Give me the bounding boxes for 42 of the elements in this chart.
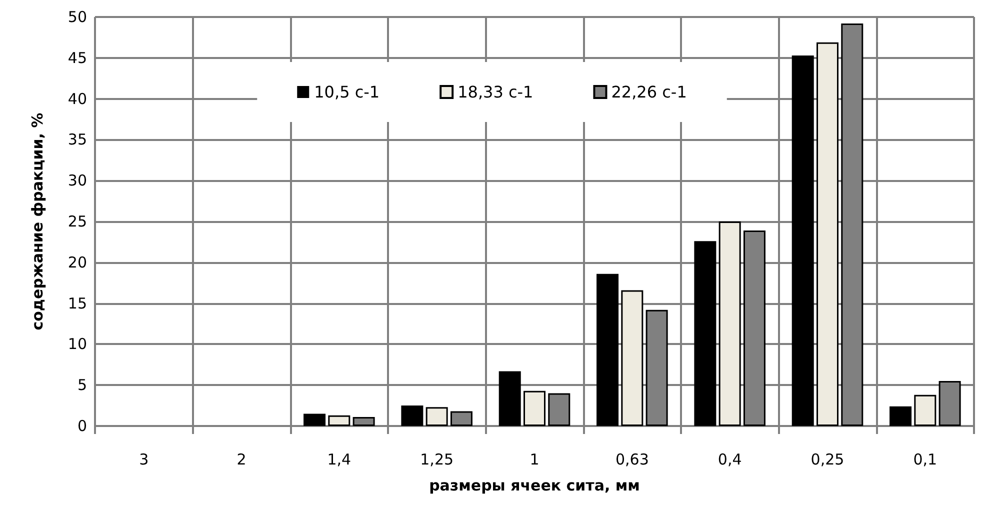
- bar: [694, 241, 716, 426]
- bar: [352, 417, 375, 426]
- legend-label: 10,5 с-1: [314, 82, 380, 102]
- x-tick-label: 0,63: [615, 450, 649, 468]
- bar: [816, 42, 838, 426]
- x-tick-label: 3: [139, 450, 149, 468]
- x-tick-label: 1,25: [420, 450, 454, 468]
- y-tick-label: 25: [68, 212, 87, 230]
- bar: [401, 406, 424, 426]
- bar: [890, 406, 912, 426]
- bar: [596, 274, 619, 426]
- y-tick-label: 5: [77, 376, 87, 394]
- y-tick-label: 30: [68, 172, 87, 190]
- bar: [450, 411, 472, 426]
- x-axis-title: размеры ячеек сита, мм: [429, 476, 640, 494]
- x-tick-label: 0,25: [810, 450, 844, 468]
- y-axis-title: содержание фракции, %: [28, 112, 46, 330]
- bar: [621, 290, 644, 426]
- bar: [328, 415, 350, 426]
- legend-label: 22,26 с-1: [611, 82, 687, 102]
- y-tick-label: 0: [77, 417, 87, 435]
- x-tick-label: 1: [530, 450, 540, 468]
- y-tick-label: 10: [68, 335, 87, 354]
- y-tick-label: 35: [68, 130, 87, 149]
- bar: [498, 371, 521, 426]
- bar: [304, 414, 326, 426]
- y-tick-label: 45: [68, 48, 87, 67]
- y-tick-label: 50: [68, 8, 87, 26]
- bar: [426, 407, 448, 426]
- x-tick-label: 0,1: [913, 450, 938, 468]
- bar: [792, 55, 814, 426]
- bar: [718, 222, 741, 426]
- y-tick-label: 20: [68, 253, 87, 272]
- bar: [914, 394, 936, 426]
- x-tick-label: 0,4: [718, 450, 742, 468]
- x-tick-label: 1,4: [327, 450, 352, 468]
- y-tick-label: 15: [68, 294, 87, 312]
- bar: [548, 393, 570, 426]
- legend-label: 18,33 с-1: [458, 82, 534, 102]
- x-tick-label: 2: [236, 450, 246, 468]
- y-tick-label: 40: [68, 90, 87, 108]
- bar: [524, 390, 546, 426]
